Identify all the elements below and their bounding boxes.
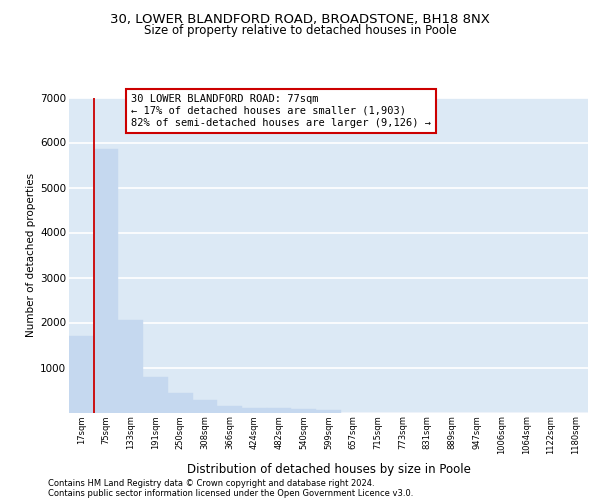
Bar — [168, 393, 193, 412]
Text: Contains public sector information licensed under the Open Government Licence v3: Contains public sector information licen… — [48, 488, 413, 498]
Bar — [69, 336, 94, 412]
Y-axis label: Number of detached properties: Number of detached properties — [26, 173, 36, 337]
Bar — [143, 376, 168, 412]
Bar — [118, 320, 143, 412]
Text: 30, LOWER BLANDFORD ROAD, BROADSTONE, BH18 8NX: 30, LOWER BLANDFORD ROAD, BROADSTONE, BH… — [110, 12, 490, 26]
Bar — [242, 408, 267, 412]
Bar — [316, 410, 341, 412]
Bar — [94, 149, 118, 412]
Text: 30 LOWER BLANDFORD ROAD: 77sqm
← 17% of detached houses are smaller (1,903)
82% : 30 LOWER BLANDFORD ROAD: 77sqm ← 17% of … — [131, 94, 431, 128]
Text: Size of property relative to detached houses in Poole: Size of property relative to detached ho… — [143, 24, 457, 37]
X-axis label: Distribution of detached houses by size in Poole: Distribution of detached houses by size … — [187, 462, 470, 475]
Text: Contains HM Land Registry data © Crown copyright and database right 2024.: Contains HM Land Registry data © Crown c… — [48, 478, 374, 488]
Bar — [193, 400, 217, 412]
Bar — [267, 408, 292, 412]
Bar — [292, 410, 316, 412]
Bar — [217, 406, 242, 412]
